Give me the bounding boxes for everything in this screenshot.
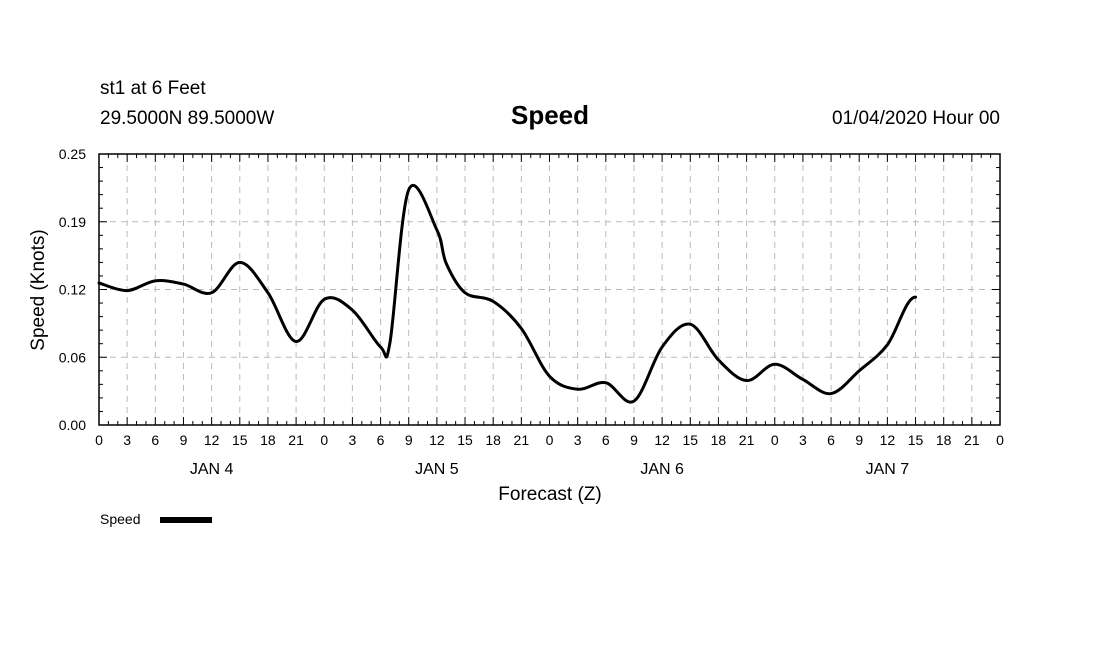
series-layer xyxy=(97,184,918,404)
x-tick-label: 9 xyxy=(630,432,638,448)
x-tick-label: 6 xyxy=(151,432,159,448)
date-label: JAN 5 xyxy=(415,461,459,478)
x-tick-label: 15 xyxy=(908,432,924,448)
x-tick-label: 3 xyxy=(349,432,357,448)
timestamp-label: 01/04/2020 Hour 00 xyxy=(832,108,1000,129)
grid xyxy=(99,154,1000,425)
x-tick-label: 18 xyxy=(936,432,952,448)
x-tick-label: 6 xyxy=(827,432,835,448)
x-tick-label: 12 xyxy=(204,432,220,448)
x-tick-label: 3 xyxy=(799,432,807,448)
x-tick-label: 18 xyxy=(711,432,727,448)
x-tick-label: 3 xyxy=(123,432,131,448)
x-tick-label: 15 xyxy=(457,432,473,448)
y-tick-label: 0.19 xyxy=(59,214,86,230)
axis-ticks xyxy=(98,153,1001,426)
x-tick-label: 3 xyxy=(574,432,582,448)
x-tick-label: 21 xyxy=(739,432,755,448)
date-label: JAN 7 xyxy=(866,461,910,478)
x-tick-label: 0 xyxy=(771,432,779,448)
x-tick-label: 0 xyxy=(95,432,103,448)
x-tick-label: 9 xyxy=(405,432,413,448)
x-tick-label: 21 xyxy=(514,432,530,448)
date-label: JAN 6 xyxy=(640,461,684,478)
chart-title: Speed xyxy=(511,100,589,130)
x-axis-title: Forecast (Z) xyxy=(498,484,601,505)
x-tick-label: 6 xyxy=(377,432,385,448)
station-label: st1 at 6 Feet xyxy=(100,78,206,99)
series-line-speed xyxy=(97,184,918,404)
x-tick-label: 0 xyxy=(320,432,328,448)
x-tick-label: 9 xyxy=(180,432,188,448)
x-tick-label: 9 xyxy=(855,432,863,448)
y-tick-label: 0.00 xyxy=(59,417,86,433)
x-tick-label: 15 xyxy=(682,432,698,448)
x-tick-label: 12 xyxy=(654,432,670,448)
y-tick-label: 0.25 xyxy=(59,146,86,162)
x-tick-label: 6 xyxy=(602,432,610,448)
date-label: JAN 4 xyxy=(190,461,234,478)
x-tick-label: 18 xyxy=(260,432,276,448)
legend-label: Speed xyxy=(100,511,140,527)
x-tick-label: 21 xyxy=(964,432,980,448)
x-tick-label: 0 xyxy=(546,432,554,448)
x-tick-label: 12 xyxy=(429,432,445,448)
x-tick-label: 18 xyxy=(485,432,501,448)
axis-tick-labels: 0 3 6 9 12 15 18 21 0 3 6 9 12 15 18 21 0 3 6 9 12 15 18 21 0 3 6 9… xyxy=(59,146,1004,478)
location-label: 29.5000N 89.5000W xyxy=(100,108,274,129)
x-tick-label: 15 xyxy=(232,432,248,448)
x-tick-label: 0 xyxy=(996,432,1004,448)
y-tick-label: 0.06 xyxy=(59,349,86,365)
x-tick-label: 21 xyxy=(288,432,304,448)
y-tick-label: 0.12 xyxy=(59,282,86,298)
x-tick-label: 12 xyxy=(880,432,896,448)
y-axis-title: Speed (Knots) xyxy=(28,229,49,350)
